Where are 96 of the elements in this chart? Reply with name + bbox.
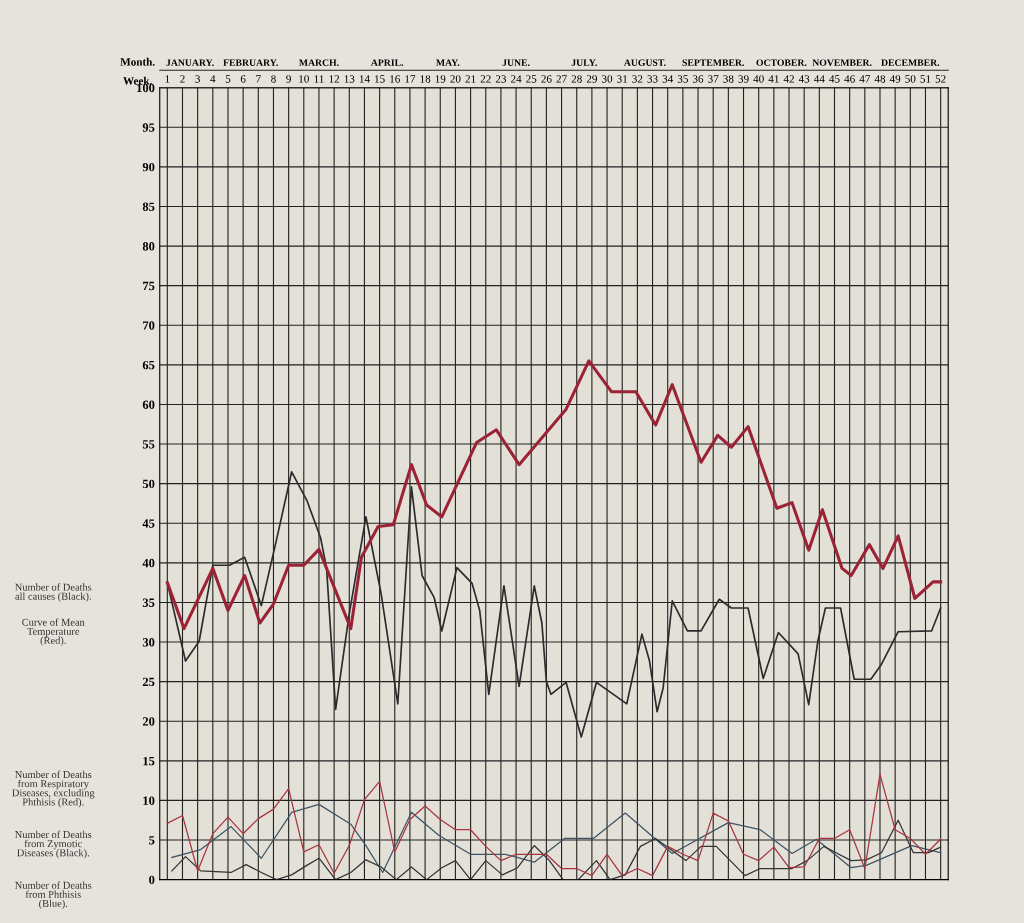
x-tick-label: 1: [165, 75, 170, 83]
text: Number of Deaths from Respiratory Diseases, excluding Phthisis (Red).: [12, 770, 95, 808]
y-tick-label: 35: [142, 598, 155, 607]
text: Number of Deaths from Zymotic Diseases (Black).: [15, 830, 92, 859]
x-tick-label: 30: [602, 75, 613, 83]
text: FEBRUARY.: [223, 59, 278, 66]
x-tick-label: 45: [829, 75, 840, 83]
y-tick-label: 95: [142, 123, 155, 132]
y-tick-label: 15: [143, 756, 155, 766]
x-tick-label: 42: [783, 75, 794, 83]
x-tick-label: 22: [480, 75, 491, 83]
text: JANUARY.: [166, 59, 214, 66]
text: Curve of Mean Temperature (Red).: [22, 618, 85, 647]
text: MAY.: [436, 59, 460, 66]
text: APRIL.: [370, 59, 404, 66]
x-tick-label: 36: [693, 75, 704, 83]
y-tick-label: 0: [149, 875, 155, 885]
x-tick-label: 13: [344, 75, 355, 83]
x-tick-label: 52: [935, 75, 946, 83]
y-tick-label: 80: [142, 242, 155, 251]
y-tick-label: 30: [142, 638, 155, 647]
x-tick-label: 17: [405, 75, 416, 83]
x-tick-label: 51: [920, 75, 931, 83]
x-tick-label: 9: [286, 75, 291, 83]
y-tick-label: 55: [142, 440, 155, 449]
x-tick-label: 35: [677, 75, 688, 83]
x-tick-label: 43: [798, 75, 810, 83]
x-tick-label: 47: [859, 75, 871, 83]
y-tick-label: 50: [142, 479, 155, 489]
x-tick-label: 41: [768, 75, 779, 83]
y-tick-label: 70: [143, 321, 155, 330]
x-tick-label: 49: [889, 75, 901, 83]
x-tick-label: 4: [210, 75, 216, 83]
line-series: [166, 773, 942, 877]
line-series: [171, 819, 942, 880]
x-tick-label: 18: [420, 75, 431, 83]
text: NOVEMBER.: [812, 59, 872, 66]
y-tick-label: 60: [142, 400, 155, 409]
line-series: [165, 359, 943, 631]
y-tick-label: 25: [142, 677, 155, 687]
x-tick-label: 27: [556, 75, 567, 83]
x-tick-label: 31: [617, 75, 628, 83]
x-tick-label: 3: [195, 75, 200, 83]
x-tick-label: 40: [753, 75, 764, 83]
x-axis-title: Week.: [123, 76, 152, 85]
y-tick-label: 45: [142, 519, 155, 528]
y-tick-label: 65: [142, 360, 155, 370]
x-tick-label: 12: [329, 75, 340, 83]
x-tick-label: 26: [541, 75, 552, 83]
text: MARCH.: [299, 59, 339, 66]
x-tick-label: 21: [465, 75, 476, 83]
y-tick-label: 5: [149, 836, 155, 845]
y-tick-label: 90: [142, 162, 155, 172]
x-tick-label: 10: [299, 75, 309, 83]
x-tick-label: 2: [180, 75, 185, 83]
x-tick-label: 15: [375, 75, 385, 83]
x-tick-label: 14: [359, 75, 370, 83]
x-tick-label: 39: [738, 75, 749, 83]
x-tick-label: 8: [271, 75, 276, 83]
text: DECEMBER.: [881, 59, 940, 66]
x-tick-label: 25: [526, 75, 537, 83]
y-tick-label: 40: [142, 558, 155, 568]
x-tick-label: 16: [390, 75, 400, 83]
x-tick-label: 29: [586, 75, 597, 83]
text: Number of Deaths from Phthisis (Blue).: [15, 881, 92, 910]
line-series: [171, 803, 942, 874]
text: JULY.: [571, 59, 597, 66]
x-tick-label: 38: [723, 75, 734, 83]
y-tick-label: 10: [143, 796, 155, 805]
x-tick-label: 24: [511, 75, 522, 83]
x-tick-label: 46: [844, 75, 855, 83]
x-tick-label: 28: [571, 75, 582, 83]
x-tick-label: 6: [240, 75, 246, 83]
x-tick-label: 5: [225, 75, 231, 83]
y-tick-label: 85: [142, 202, 155, 211]
x-tick-label: 44: [814, 75, 825, 83]
x-tick-label: 11: [314, 75, 324, 83]
y-tick-label: 100: [137, 83, 155, 93]
x-tick-label: 23: [495, 75, 507, 83]
text: Number of Deaths all causes (Black).: [15, 583, 92, 602]
text: AUGUST.: [623, 59, 666, 66]
x-tick-label: 7: [256, 75, 261, 83]
x-tick-label: 48: [874, 75, 886, 83]
x-tick-label: 32: [632, 75, 643, 83]
x-tick-label: 50: [905, 75, 916, 83]
x-tick-label: 37: [708, 75, 719, 83]
x-tick-label: 34: [662, 75, 674, 83]
text: SEPTEMBER.: [682, 59, 744, 66]
x-tick-label: 33: [647, 75, 658, 83]
text: Month.: [120, 57, 155, 66]
x-tick-label: 19: [435, 75, 446, 83]
x-tick-label: 20: [450, 75, 461, 83]
y-tick-label: 75: [143, 281, 155, 291]
y-tick-label: 20: [142, 717, 155, 726]
text: JUNE.: [502, 59, 530, 66]
text: OCTOBER.: [756, 59, 807, 66]
